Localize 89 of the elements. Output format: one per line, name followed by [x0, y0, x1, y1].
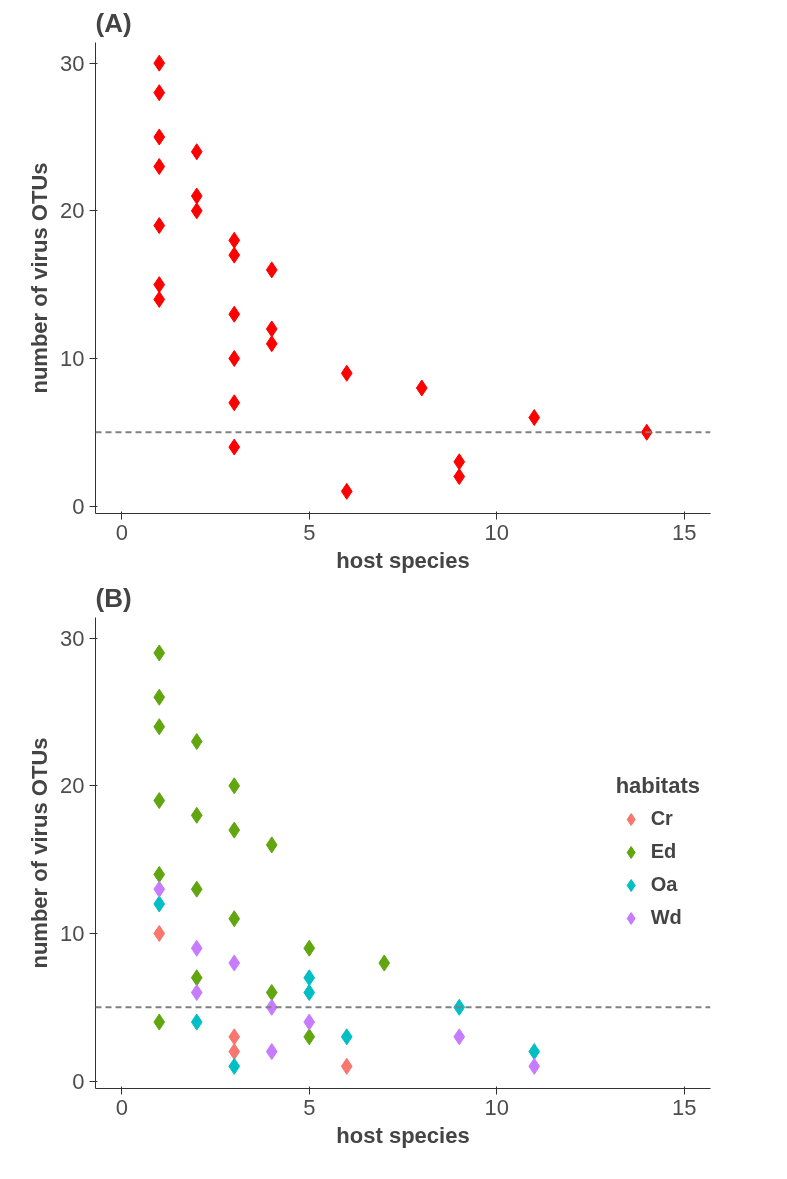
point [415, 379, 428, 397]
point [303, 1013, 316, 1031]
chart-title: (A) [95, 7, 132, 38]
point [340, 1057, 353, 1075]
x-tick-label: 15 [672, 519, 697, 545]
x-tick-label: 5 [303, 1094, 316, 1120]
x-tick-label: 5 [303, 519, 316, 545]
point [153, 792, 166, 810]
legend-label: Ed [650, 840, 677, 863]
point [153, 54, 166, 72]
point [190, 187, 203, 205]
point [453, 468, 466, 486]
point [303, 939, 316, 957]
point [228, 246, 241, 264]
point [265, 1043, 278, 1061]
point [228, 231, 241, 249]
y-tick-label: 0 [72, 1068, 85, 1094]
point [153, 924, 166, 942]
point [528, 1057, 541, 1075]
point [153, 290, 166, 308]
point [153, 880, 166, 898]
point [190, 984, 203, 1002]
point [228, 1057, 241, 1075]
point [190, 806, 203, 824]
point [190, 143, 203, 161]
point [378, 954, 391, 972]
x-axis-title: host species [336, 547, 470, 573]
point [265, 984, 278, 1002]
point [190, 1013, 203, 1031]
point [228, 777, 241, 795]
point [190, 733, 203, 751]
y-axis-title: number of virus OTUs [27, 162, 53, 394]
point [265, 320, 278, 338]
point [453, 1028, 466, 1046]
point [153, 128, 166, 146]
point [228, 954, 241, 972]
point [153, 84, 166, 102]
point [303, 1028, 316, 1046]
point [190, 880, 203, 898]
point [228, 910, 241, 928]
x-tick-label: 0 [115, 1094, 128, 1120]
point [303, 984, 316, 1002]
point [228, 821, 241, 839]
x-tick-label: 10 [484, 1094, 509, 1120]
y-tick-label: 0 [72, 493, 85, 519]
y-tick-label: 30 [60, 50, 85, 76]
point [153, 217, 166, 235]
point [228, 1043, 241, 1061]
point [340, 1028, 353, 1046]
point [153, 865, 166, 883]
y-tick-label: 10 [60, 920, 85, 946]
point [528, 409, 541, 427]
point [153, 276, 166, 294]
point [153, 158, 166, 176]
point [228, 394, 241, 412]
legend-title: habitats [615, 772, 700, 799]
point [528, 1043, 541, 1061]
point [303, 969, 316, 987]
point [453, 453, 466, 471]
point [228, 305, 241, 323]
legend-label: Cr [650, 807, 673, 830]
x-tick-label: 15 [672, 1094, 697, 1120]
point [228, 1028, 241, 1046]
y-tick-label: 20 [60, 773, 85, 799]
point [153, 644, 166, 662]
y-tick-label: 30 [60, 625, 85, 651]
x-tick-label: 10 [484, 519, 509, 545]
point [153, 688, 166, 706]
point [153, 1013, 166, 1031]
point [340, 482, 353, 500]
y-tick-label: 10 [60, 345, 85, 371]
point [265, 261, 278, 279]
point [228, 349, 241, 367]
point [153, 895, 166, 913]
point [190, 939, 203, 957]
x-tick-label: 0 [115, 519, 128, 545]
point [153, 718, 166, 736]
legend-label: Oa [650, 873, 678, 896]
x-axis-title: host species [336, 1122, 470, 1148]
point [190, 969, 203, 987]
point [265, 836, 278, 854]
chart-title: (B) [95, 582, 132, 613]
legend-label: Wd [650, 906, 682, 929]
point [340, 364, 353, 382]
y-tick-label: 20 [60, 198, 85, 224]
point [190, 202, 203, 220]
y-axis-title: number of virus OTUs [27, 737, 53, 969]
point [265, 335, 278, 353]
point [228, 438, 241, 456]
